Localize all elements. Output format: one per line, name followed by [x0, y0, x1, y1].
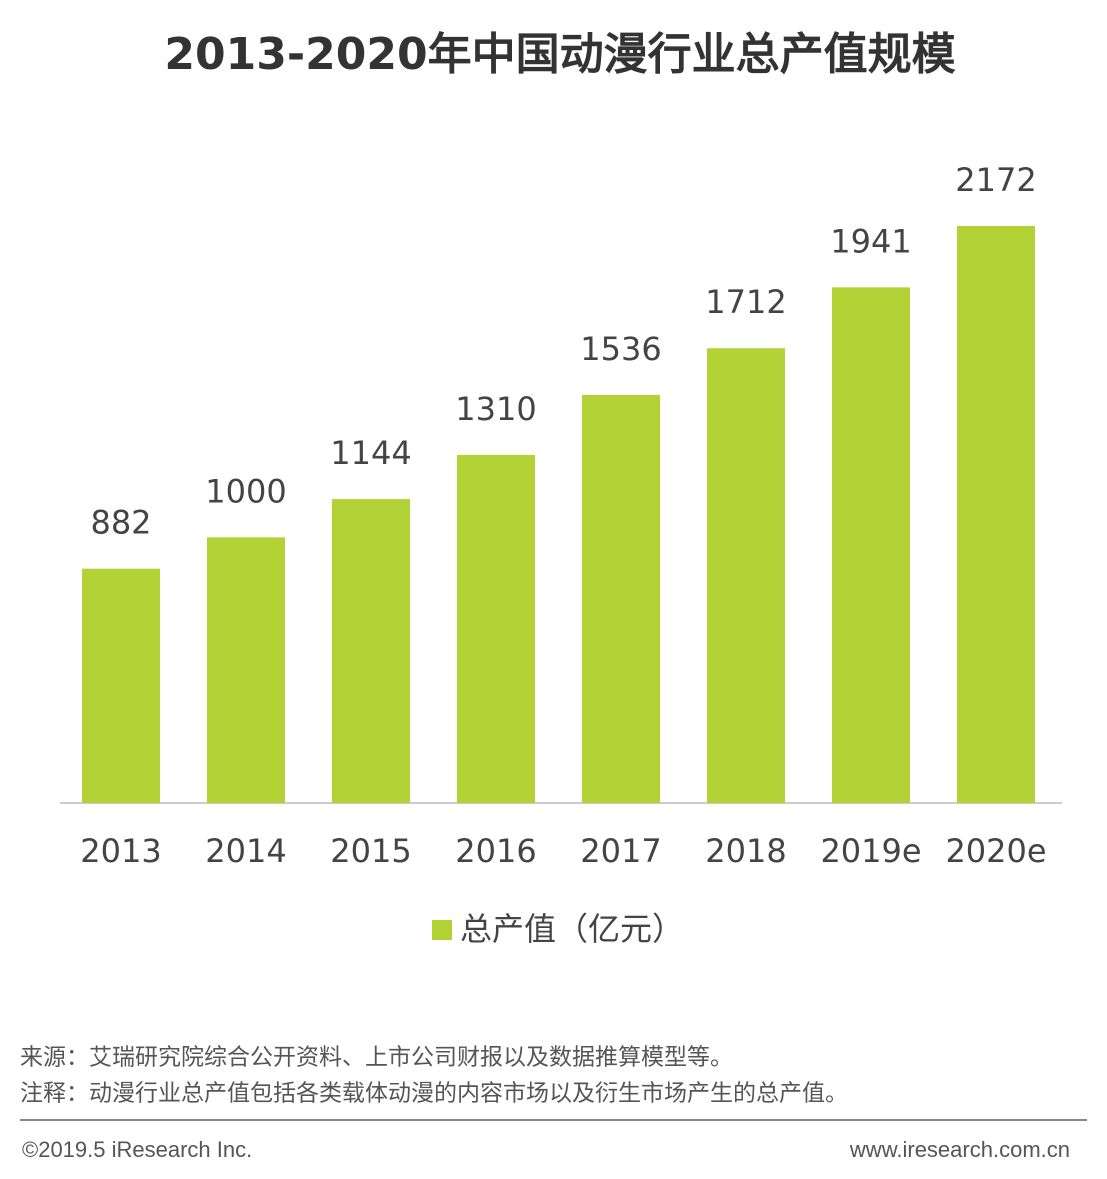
bar	[82, 568, 160, 803]
data-label: 2172	[955, 161, 1036, 199]
data-label: 1536	[580, 330, 661, 368]
chart-title: 2013-2020年中国动漫行业总产值规模	[164, 29, 955, 80]
x-tick-label: 2018	[705, 832, 786, 870]
copyright: ©2019.5 iResearch Inc.	[22, 1137, 252, 1162]
data-label: 1310	[455, 390, 536, 428]
x-tick-label: 2019e	[820, 832, 921, 870]
data-label: 882	[90, 504, 151, 542]
bar	[957, 226, 1035, 803]
bar	[582, 394, 660, 803]
x-tick-label: 2013	[80, 832, 161, 870]
data-label: 1712	[705, 283, 786, 321]
bar	[832, 287, 910, 803]
data-label: 1941	[830, 222, 911, 260]
legend-swatch	[432, 920, 452, 940]
data-label: 1144	[330, 434, 411, 472]
bar	[207, 537, 285, 803]
bar	[332, 499, 410, 803]
x-tick-label: 2015	[330, 832, 411, 870]
legend-label: 总产值（亿元）	[460, 910, 684, 948]
website: www.iresearch.com.cn	[849, 1137, 1070, 1162]
x-tick-label: 2020e	[945, 832, 1046, 870]
bar	[707, 348, 785, 803]
source-note: 来源：艾瑞研究院综合公开资料、上市公司财报以及数据推算模型等。	[20, 1045, 733, 1071]
bar	[457, 454, 535, 803]
x-tick-label: 2014	[205, 832, 286, 870]
data-label: 1000	[205, 472, 286, 510]
x-tick-label: 2016	[455, 832, 536, 870]
footnote: 注释：动漫行业总产值包括各类载体动漫的内容市场以及衍生市场产生的总产值。	[20, 1081, 848, 1107]
x-tick-label: 2017	[580, 832, 661, 870]
